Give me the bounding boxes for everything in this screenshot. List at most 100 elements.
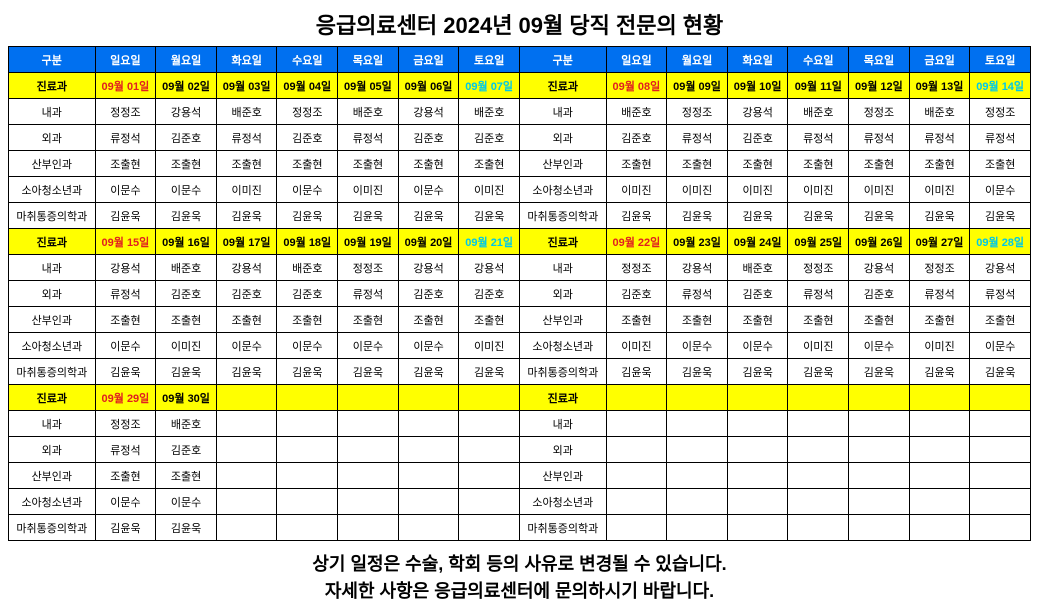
- table-cell: [788, 489, 849, 515]
- schedule-table: 구분일요일월요일화요일수요일목요일금요일토요일구분일요일월요일화요일수요일목요일…: [8, 46, 1031, 541]
- table-cell: [727, 515, 788, 541]
- table-cell: 내과: [519, 99, 606, 125]
- table-cell: 배준호: [727, 255, 788, 281]
- table-cell: 이미진: [459, 177, 520, 203]
- table-cell: [909, 489, 970, 515]
- table-cell: [788, 411, 849, 437]
- table-cell: [667, 515, 728, 541]
- table-cell: 산부인과: [519, 151, 606, 177]
- table-cell: [849, 385, 910, 411]
- table-cell: 강용석: [216, 255, 277, 281]
- table-cell: 진료과: [519, 385, 606, 411]
- table-cell: 김윤욱: [606, 359, 667, 385]
- table-cell: 조출현: [788, 151, 849, 177]
- table-cell: 이미진: [788, 177, 849, 203]
- table-cell: 김윤욱: [459, 359, 520, 385]
- table-cell: 수요일: [788, 47, 849, 73]
- table-cell: 류정석: [970, 125, 1031, 151]
- table-cell: 소아청소년과: [519, 177, 606, 203]
- table-cell: [788, 437, 849, 463]
- table-cell: 수요일: [277, 47, 338, 73]
- table-cell: [459, 411, 520, 437]
- table-cell: 이문수: [727, 333, 788, 359]
- table-cell: [849, 515, 910, 541]
- table-cell: 김준호: [277, 281, 338, 307]
- table-cell: 토요일: [459, 47, 520, 73]
- table-cell: 소아청소년과: [9, 489, 96, 515]
- table-cell: [970, 489, 1031, 515]
- table-cell: 조출현: [909, 151, 970, 177]
- table-cell: [849, 463, 910, 489]
- table-cell: 강용석: [667, 255, 728, 281]
- table-cell: [277, 437, 338, 463]
- table-cell: 09월 21일: [459, 229, 520, 255]
- date-row: 진료과09월 01일09월 02일09월 03일09월 04일09월 05일09…: [9, 73, 1031, 99]
- table-cell: 조출현: [216, 151, 277, 177]
- table-cell: 배준호: [606, 99, 667, 125]
- table-cell: 김윤욱: [95, 359, 156, 385]
- table-cell: 이문수: [338, 333, 399, 359]
- table-cell: [849, 411, 910, 437]
- table-cell: 김윤욱: [95, 203, 156, 229]
- table-cell: [849, 489, 910, 515]
- table-cell: 이미진: [909, 177, 970, 203]
- table-cell: 09월 26일: [849, 229, 910, 255]
- table-cell: 조출현: [606, 151, 667, 177]
- table-row: 산부인과조출현조출현조출현조출현조출현조출현조출현산부인과조출현조출현조출현조출…: [9, 307, 1031, 333]
- table-cell: 화요일: [216, 47, 277, 73]
- table-cell: 김윤욱: [788, 359, 849, 385]
- table-row: 마취통증의학과김윤욱김윤욱김윤욱김윤욱김윤욱김윤욱김윤욱마취통증의학과김윤욱김윤…: [9, 359, 1031, 385]
- table-cell: 김윤욱: [970, 203, 1031, 229]
- table-cell: [459, 489, 520, 515]
- table-cell: 강용석: [398, 99, 459, 125]
- table-cell: 강용석: [95, 255, 156, 281]
- table-cell: [398, 411, 459, 437]
- table-cell: 내과: [9, 99, 96, 125]
- table-cell: 조출현: [459, 307, 520, 333]
- table-cell: [667, 437, 728, 463]
- table-cell: 김윤욱: [338, 359, 399, 385]
- table-cell: 진료과: [9, 229, 96, 255]
- table-cell: 09월 23일: [667, 229, 728, 255]
- table-cell: [667, 385, 728, 411]
- table-cell: 목요일: [849, 47, 910, 73]
- table-cell: 월요일: [667, 47, 728, 73]
- table-cell: [727, 411, 788, 437]
- table-cell: 조출현: [788, 307, 849, 333]
- table-cell: 09월 19일: [338, 229, 399, 255]
- table-row: 소아청소년과이문수이문수소아청소년과: [9, 489, 1031, 515]
- table-cell: 류정석: [849, 125, 910, 151]
- table-cell: 배준호: [156, 255, 217, 281]
- table-cell: [909, 437, 970, 463]
- table-cell: 진료과: [519, 229, 606, 255]
- table-cell: 김윤욱: [216, 359, 277, 385]
- table-cell: 소아청소년과: [9, 177, 96, 203]
- table-cell: 김준호: [277, 125, 338, 151]
- table-cell: 이문수: [95, 489, 156, 515]
- table-cell: 09월 16일: [156, 229, 217, 255]
- table-cell: [338, 385, 399, 411]
- table-cell: 김준호: [727, 125, 788, 151]
- table-cell: [727, 437, 788, 463]
- table-cell: [216, 463, 277, 489]
- table-row: 내과강용석배준호강용석배준호정정조강용석강용석내과정정조강용석배준호정정조강용석…: [9, 255, 1031, 281]
- table-cell: [398, 489, 459, 515]
- table-cell: [606, 437, 667, 463]
- table-cell: [459, 463, 520, 489]
- table-cell: 조출현: [398, 307, 459, 333]
- table-cell: 이문수: [970, 177, 1031, 203]
- table-cell: 이문수: [849, 333, 910, 359]
- table-cell: 조출현: [909, 307, 970, 333]
- table-cell: [909, 411, 970, 437]
- table-cell: 이미진: [909, 333, 970, 359]
- page-title: 응급의료센터 2024년 09월 당직 전문의 현황: [8, 8, 1031, 40]
- table-cell: 배준호: [788, 99, 849, 125]
- table-row: 내과정정조강용석배준호정정조배준호강용석배준호내과배준호정정조강용석배준호정정조…: [9, 99, 1031, 125]
- table-cell: 09월 10일: [727, 73, 788, 99]
- table-cell: [398, 385, 459, 411]
- table-cell: 류정석: [788, 125, 849, 151]
- table-cell: [606, 515, 667, 541]
- table-cell: [909, 515, 970, 541]
- table-cell: 마취통증의학과: [519, 203, 606, 229]
- table-cell: 조출현: [95, 463, 156, 489]
